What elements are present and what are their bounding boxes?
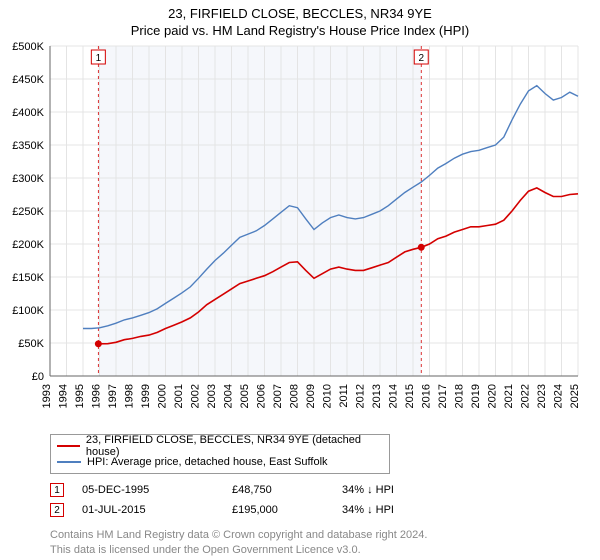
ytick-label: £0: [32, 371, 44, 383]
xtick-label: 2018: [454, 384, 466, 408]
xtick-label: 2002: [190, 384, 202, 408]
xtick-label: 2023: [536, 384, 548, 408]
ytick-label: £150K: [12, 272, 44, 284]
xtick-label: 2004: [223, 384, 235, 408]
attribution: Contains HM Land Registry data © Crown c…: [50, 528, 570, 558]
xtick-label: 1995: [74, 384, 86, 408]
xtick-label: 1998: [124, 384, 136, 408]
xtick-label: 2024: [553, 384, 565, 408]
ytick-label: £200K: [12, 239, 44, 251]
event-point: [95, 340, 102, 347]
event-marker: 1: [50, 483, 64, 497]
event-marker: 2: [50, 503, 64, 517]
event-box-label: 2: [418, 53, 424, 64]
xtick-label: 2017: [437, 384, 449, 408]
legend-swatch: [57, 445, 80, 447]
xtick-label: 2007: [272, 384, 284, 408]
attrib-line-2: This data is licensed under the Open Gov…: [50, 543, 570, 558]
event-box-label: 1: [96, 53, 102, 64]
event-table: 1 05-DEC-1995£48,75034% ↓ HPI 2 01-JUL-2015…: [50, 480, 570, 520]
xtick-label: 2021: [503, 384, 515, 408]
chart-area: £0 £50K £100K £150K £200K £250K £300K £350K £400…: [0, 38, 600, 428]
ytick-label: £300K: [12, 173, 44, 185]
xtick-label: 2006: [256, 384, 268, 408]
title-main: 23, FIRFIELD CLOSE, BECCLES, NR34 9YE: [0, 6, 600, 21]
ytick-label: £400K: [12, 107, 44, 119]
title-sub: Price paid vs. HM Land Registry's House …: [0, 23, 600, 38]
xtick-label: 2012: [355, 384, 367, 408]
event-point: [418, 244, 425, 251]
attrib-line-1: Contains HM Land Registry data © Crown c…: [50, 528, 570, 543]
xtick-label: 1996: [91, 384, 103, 408]
xtick-label: 1993: [41, 384, 53, 408]
xtick-label: 2025: [569, 384, 581, 408]
event-date: 05-DEC-1995: [82, 484, 232, 496]
legend-item: 23, FIRFIELD CLOSE, BECCLES, NR34 9YE (d…: [57, 438, 383, 454]
legend-swatch: [57, 461, 81, 463]
xtick-label: 2011: [338, 384, 350, 408]
ytick-label: £250K: [12, 206, 44, 218]
xtick-label: 2008: [289, 384, 301, 408]
event-hpi: 34% ↓ HPI: [342, 504, 462, 516]
xtick-label: 2022: [520, 384, 532, 408]
event-date: 01-JUL-2015: [82, 504, 232, 516]
event-price: £48,750: [232, 484, 342, 496]
xtick-label: 2014: [388, 384, 400, 408]
xtick-label: 1994: [58, 384, 70, 408]
xtick-label: 2000: [157, 384, 169, 408]
ytick-label: £50K: [18, 338, 44, 350]
xtick-label: 2003: [206, 384, 218, 408]
xtick-label: 1999: [140, 384, 152, 408]
event-row: 2 01-JUL-2015£195,00034% ↓ HPI: [50, 500, 570, 520]
chart-svg: £0 £50K £100K £150K £200K £250K £300K £350K £400…: [0, 38, 600, 428]
event-hpi: 34% ↓ HPI: [342, 484, 462, 496]
xtick-label: 2020: [487, 384, 499, 408]
xtick-label: 2001: [173, 384, 185, 408]
legend-label: 23, FIRFIELD CLOSE, BECCLES, NR34 9YE (d…: [86, 434, 383, 458]
ytick-label: £100K: [12, 305, 44, 317]
xtick-label: 2009: [305, 384, 317, 408]
xtick-label: 2019: [470, 384, 482, 408]
xtick-label: 2013: [371, 384, 383, 408]
ytick-label: £350K: [12, 140, 44, 152]
xtick-label: 2005: [239, 384, 251, 408]
event-price: £195,000: [232, 504, 342, 516]
xtick-label: 2010: [322, 384, 334, 408]
legend-label: HPI: Average price, detached house, East…: [87, 456, 328, 468]
chart-titles: 23, FIRFIELD CLOSE, BECCLES, NR34 9YE Pr…: [0, 0, 600, 38]
ytick-label: £450K: [12, 74, 44, 86]
legend: 23, FIRFIELD CLOSE, BECCLES, NR34 9YE (d…: [50, 434, 390, 474]
xtick-label: 2016: [421, 384, 433, 408]
ytick-label: £500K: [12, 41, 44, 53]
event-row: 1 05-DEC-1995£48,75034% ↓ HPI: [50, 480, 570, 500]
xtick-label: 1997: [107, 384, 119, 408]
xtick-label: 2015: [404, 384, 416, 408]
